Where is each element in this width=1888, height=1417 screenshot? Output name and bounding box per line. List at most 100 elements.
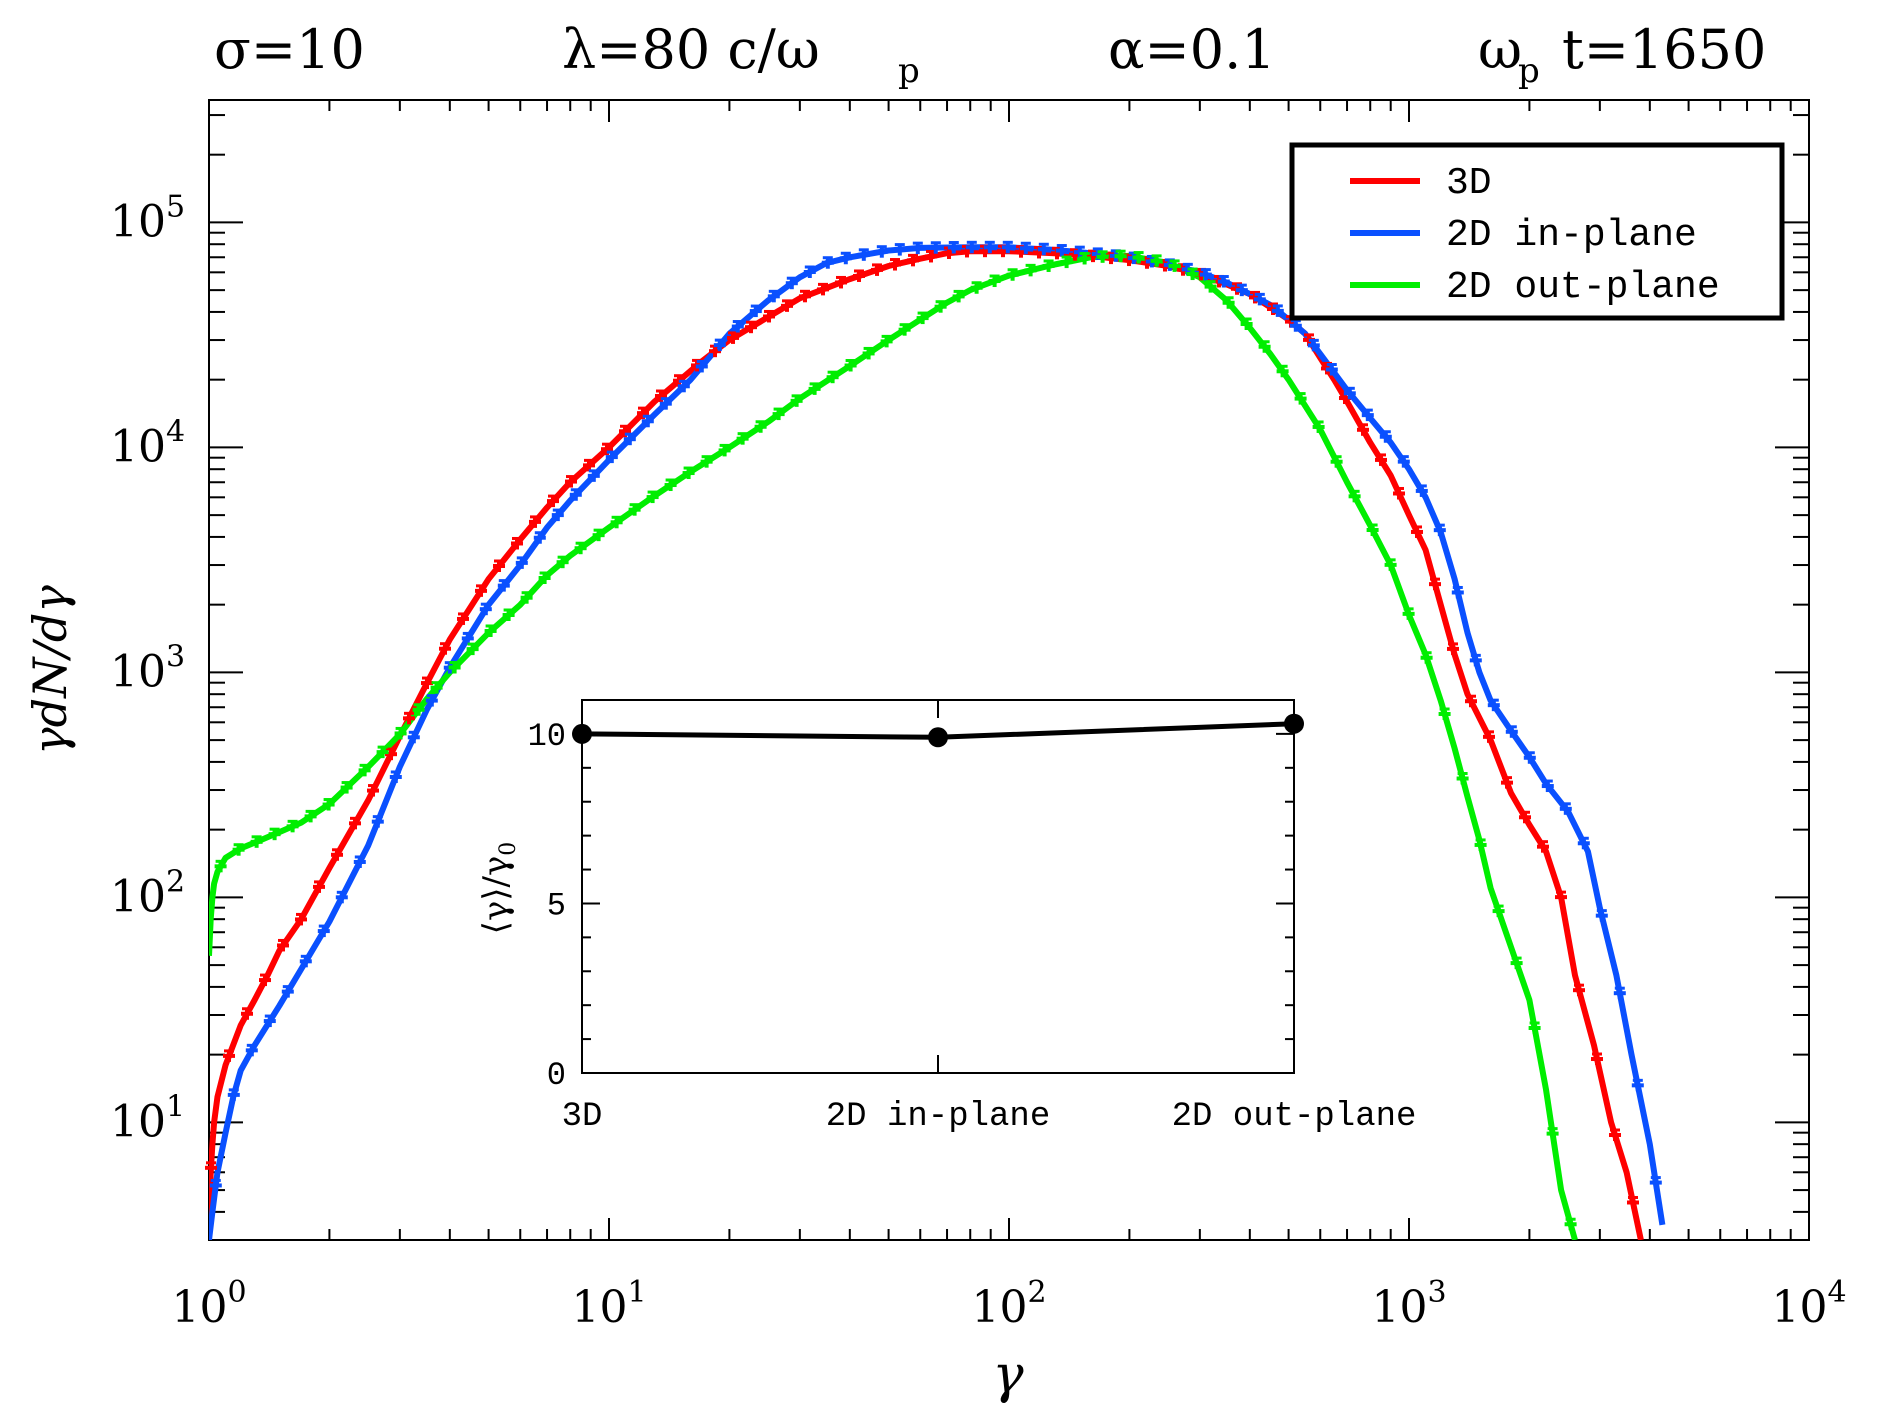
x-tick-label: 101 — [571, 1275, 646, 1333]
series-marker-2d-in-plane — [785, 276, 798, 290]
series-marker-2d-out-plane — [466, 642, 479, 656]
series-marker-2d-out-plane — [304, 809, 317, 823]
series-marker-2d-out-plane — [448, 661, 461, 674]
y-tick-label: 104 — [110, 414, 185, 472]
series-marker-2d-out-plane — [340, 781, 353, 794]
series-marker-2d-out-plane — [556, 555, 569, 569]
series-marker-2d-out-plane — [664, 478, 677, 492]
series-marker-3d — [439, 642, 451, 655]
series-marker-2d-in-plane — [623, 432, 636, 446]
series-marker-2d-out-plane — [1042, 259, 1055, 272]
x-tick-label: 103 — [1371, 1275, 1446, 1333]
series-line-2d-out-plane — [209, 252, 1578, 1240]
series-marker-2d-in-plane — [1541, 779, 1554, 793]
series-marker-3d — [421, 676, 433, 690]
series-marker-2d-out-plane — [574, 541, 587, 555]
x-tick-labels: 100 101 102 103 104 — [171, 1275, 1846, 1333]
series-marker-2d-out-plane — [1204, 280, 1217, 293]
series-marker-3d — [1627, 1195, 1639, 1209]
series-marker-2d-in-plane — [803, 265, 816, 279]
series-marker-2d-out-plane — [322, 798, 335, 811]
series-marker-2d-out-plane — [1420, 651, 1433, 664]
series-marker-3d — [1447, 642, 1459, 655]
series-marker-3d — [889, 258, 901, 271]
series-marker-2d-in-plane — [227, 1088, 240, 1101]
series-marker-2d-out-plane — [232, 843, 245, 856]
y-tick-labels: 101 102 103 104 105 — [110, 189, 185, 1147]
series-marker-2d-in-plane — [1199, 268, 1212, 281]
inset-point — [572, 723, 592, 744]
series-marker-2d-out-plane — [1366, 523, 1379, 536]
series-marker-2d-in-plane — [695, 359, 708, 373]
series-marker-3d — [1609, 1128, 1621, 1141]
series-marker-3d — [241, 1007, 253, 1020]
series-marker-2d-out-plane — [430, 681, 443, 694]
series-marker-3d — [511, 536, 523, 550]
series-marker-2d-in-plane — [209, 1178, 222, 1192]
series-marker-2d-in-plane — [677, 379, 690, 393]
series-marker-2d-out-plane — [934, 300, 947, 313]
series-marker-2d-out-plane — [1096, 250, 1109, 263]
series-marker-2d-in-plane — [767, 289, 780, 303]
series-marker-3d — [1411, 525, 1423, 538]
title-omega-subscript: p — [1518, 51, 1540, 91]
series-marker-2d-out-plane — [1132, 251, 1145, 264]
title-lambda-subscript: p — [898, 51, 920, 91]
series-marker-2d-out-plane — [1186, 267, 1199, 281]
series-marker-2d-out-plane — [754, 420, 767, 433]
series-marker-2d-in-plane — [911, 241, 924, 255]
series-marker-3d — [1591, 1052, 1603, 1066]
series-marker-2d-in-plane — [1613, 986, 1626, 1000]
series-marker-3d — [313, 880, 325, 893]
title-sigma: σ=10 — [214, 18, 365, 81]
y-tick-label: 103 — [110, 639, 185, 697]
series-marker-3d — [277, 938, 289, 952]
series-marker-3d — [385, 747, 397, 761]
series-marker-2d-out-plane — [1546, 1127, 1559, 1140]
series-marker-2d-in-plane — [497, 579, 510, 592]
title-time: t=1650 — [1562, 18, 1766, 81]
series-marker-3d — [1555, 890, 1567, 904]
inset-y-tick-label: 0 — [547, 1057, 566, 1094]
series-marker-2d-in-plane — [821, 256, 834, 269]
series-marker-2d-in-plane — [569, 488, 582, 501]
series-marker-2d-out-plane — [1564, 1217, 1577, 1231]
series-marker-3d — [745, 320, 757, 334]
series-marker-2d-in-plane — [515, 556, 528, 569]
series-marker-2d-out-plane — [520, 591, 533, 604]
series-marker-3d — [799, 289, 811, 303]
series-marker-2d-out-plane — [1168, 259, 1181, 272]
inset-y-tick-label: 10 — [528, 718, 566, 755]
series-marker-3d — [223, 1049, 235, 1062]
series-marker-2d-out-plane — [268, 827, 281, 841]
series-marker-2d-in-plane — [1235, 283, 1248, 297]
x-tick-label: 102 — [971, 1275, 1046, 1333]
series-marker-3d — [565, 475, 577, 488]
main-series-markers — [205, 240, 1662, 1231]
series-marker-3d — [1465, 694, 1477, 708]
series-marker-3d — [1393, 486, 1405, 500]
series-marker-3d — [853, 269, 865, 282]
series-marker-3d — [817, 282, 829, 296]
series-marker-2d-out-plane — [484, 624, 497, 637]
series-marker-2d-out-plane — [502, 608, 515, 622]
series-marker-3d — [457, 612, 469, 625]
series-marker-2d-out-plane — [1510, 956, 1523, 970]
series-marker-2d-out-plane — [1150, 254, 1163, 267]
series-marker-2d-out-plane — [628, 503, 641, 516]
inset-y-tick-labels: 0 5 10 — [528, 718, 566, 1094]
series-marker-2d-out-plane — [1330, 455, 1343, 468]
series-marker-2d-in-plane — [1307, 338, 1320, 352]
series-marker-2d-in-plane — [1559, 802, 1572, 815]
inset-y-tick-label: 5 — [547, 887, 566, 924]
inset-x-tick-label: 2D in-plane — [826, 1098, 1050, 1136]
series-marker-2d-in-plane — [983, 240, 996, 254]
series-marker-2d-in-plane — [1451, 585, 1464, 599]
series-marker-2d-out-plane — [358, 763, 371, 777]
series-marker-2d-in-plane — [1397, 455, 1410, 468]
series-marker-2d-out-plane — [808, 382, 821, 395]
series-marker-3d — [475, 584, 487, 597]
legend: 3D 2D in-plane 2D out-plane — [1289, 142, 1785, 321]
series-marker-2d-out-plane — [880, 334, 893, 348]
series-marker-2d-in-plane — [299, 954, 312, 968]
